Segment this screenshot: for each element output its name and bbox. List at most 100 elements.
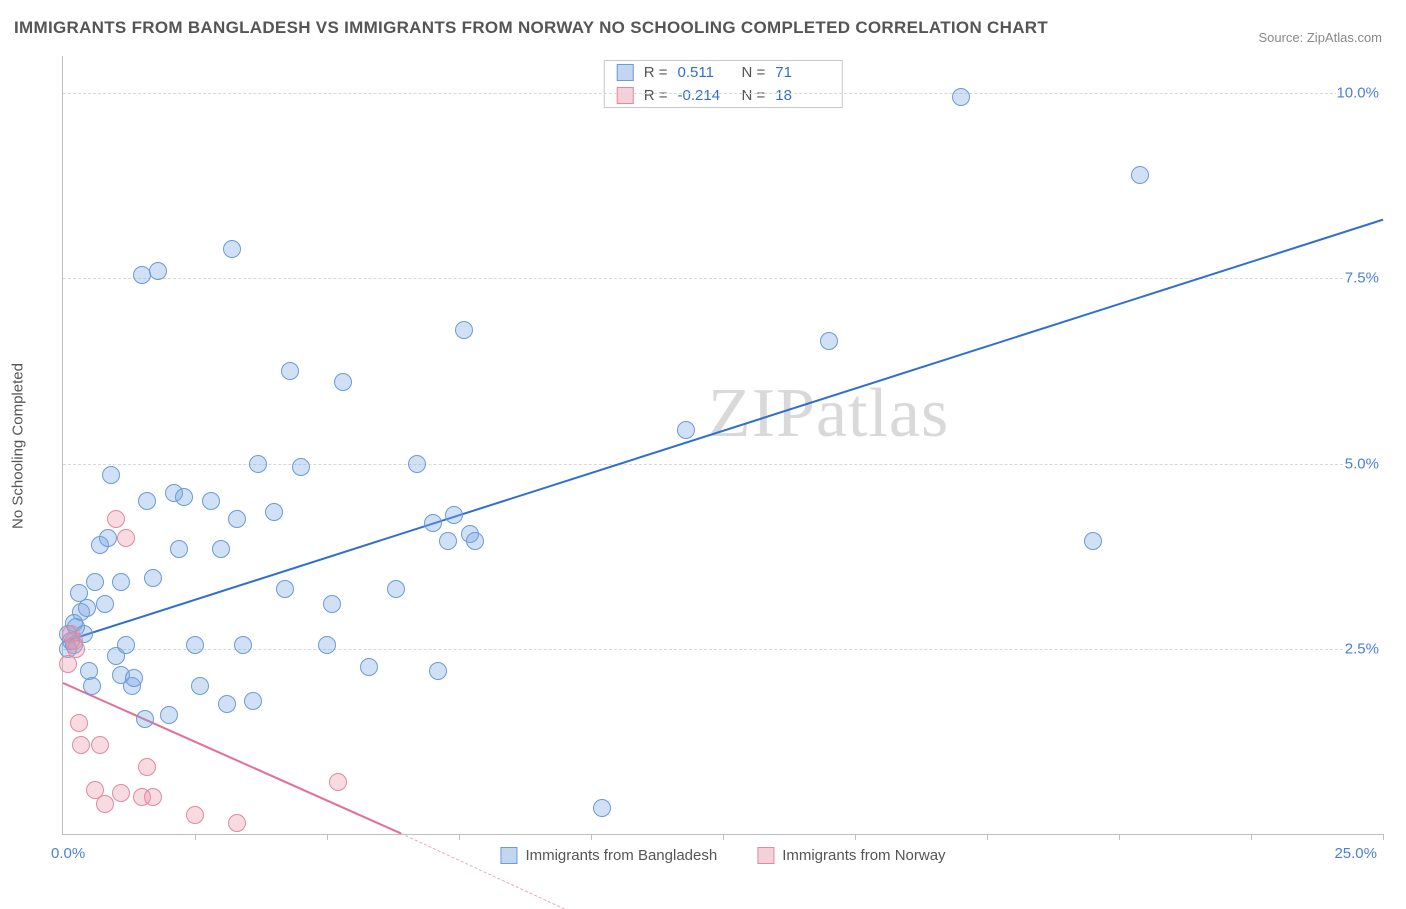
data-point — [144, 569, 162, 587]
data-point — [244, 692, 262, 710]
data-point — [677, 421, 695, 439]
data-point — [334, 373, 352, 391]
x-tick — [459, 834, 460, 840]
n-label: N = — [742, 87, 766, 104]
data-point — [191, 677, 209, 695]
gridline — [63, 649, 1383, 650]
x-tick — [327, 834, 328, 840]
swatch-icon — [617, 87, 634, 104]
data-point — [149, 262, 167, 280]
swatch-icon — [757, 847, 774, 864]
y-tick-label: 10.0% — [1336, 85, 1385, 102]
data-point — [228, 814, 246, 832]
y-tick-label: 2.5% — [1345, 640, 1385, 657]
data-point — [125, 669, 143, 687]
x-tick — [591, 834, 592, 840]
stats-box: R = 0.511 N = 71 R = -0.214 N = 18 — [604, 60, 843, 108]
legend-item-bangladesh: Immigrants from Bangladesh — [500, 847, 717, 864]
data-point — [249, 455, 267, 473]
data-point — [144, 788, 162, 806]
data-point — [1084, 532, 1102, 550]
x-min-label: 0.0% — [51, 845, 85, 862]
data-point — [455, 321, 473, 339]
data-point — [360, 658, 378, 676]
n-value: 71 — [775, 64, 829, 81]
r-value: 0.511 — [678, 64, 732, 81]
data-point — [329, 773, 347, 791]
data-point — [445, 506, 463, 524]
data-point — [323, 595, 341, 613]
legend-label: Immigrants from Bangladesh — [525, 847, 717, 864]
data-point — [117, 529, 135, 547]
stats-row-norway: R = -0.214 N = 18 — [605, 84, 842, 107]
y-axis-title: No Schooling Completed — [10, 363, 27, 529]
x-tick — [855, 834, 856, 840]
r-value: -0.214 — [678, 87, 732, 104]
r-label: R = — [644, 87, 668, 104]
x-tick — [1251, 834, 1252, 840]
watermark: ZIPatlas — [708, 374, 949, 454]
data-point — [429, 662, 447, 680]
data-point — [202, 492, 220, 510]
data-point — [424, 514, 442, 532]
data-point — [186, 636, 204, 654]
data-point — [170, 540, 188, 558]
x-tick — [987, 834, 988, 840]
data-point — [1131, 166, 1149, 184]
data-point — [387, 580, 405, 598]
data-point — [228, 510, 246, 528]
data-point — [218, 695, 236, 713]
data-point — [99, 529, 117, 547]
data-point — [820, 332, 838, 350]
data-point — [102, 466, 120, 484]
gridline — [63, 278, 1383, 279]
n-label: N = — [742, 64, 766, 81]
data-point — [186, 806, 204, 824]
data-point — [117, 636, 135, 654]
legend-item-norway: Immigrants from Norway — [757, 847, 945, 864]
trend-line — [63, 219, 1384, 643]
data-point — [112, 573, 130, 591]
plot-area: ZIPatlas R = 0.511 N = 71 R = -0.214 N =… — [62, 56, 1383, 835]
data-point — [70, 714, 88, 732]
swatch-icon — [617, 64, 634, 81]
chart-title: IMMIGRANTS FROM BANGLADESH VS IMMIGRANTS… — [14, 18, 1048, 38]
x-tick — [1119, 834, 1120, 840]
data-point — [292, 458, 310, 476]
data-point — [160, 706, 178, 724]
trend-line-dashed — [401, 833, 565, 909]
data-point — [408, 455, 426, 473]
x-max-label: 25.0% — [1334, 845, 1377, 862]
swatch-icon — [500, 847, 517, 864]
x-tick — [723, 834, 724, 840]
data-point — [96, 795, 114, 813]
data-point — [112, 784, 130, 802]
data-point — [91, 736, 109, 754]
data-point — [138, 492, 156, 510]
data-point — [265, 503, 283, 521]
data-point — [276, 580, 294, 598]
data-point — [107, 510, 125, 528]
y-tick-label: 5.0% — [1345, 455, 1385, 472]
legend-label: Immigrants from Norway — [782, 847, 945, 864]
data-point — [439, 532, 457, 550]
data-point — [212, 540, 230, 558]
data-point — [86, 573, 104, 591]
data-point — [78, 599, 96, 617]
data-point — [138, 758, 156, 776]
gridline — [63, 93, 1383, 94]
stats-row-bangladesh: R = 0.511 N = 71 — [605, 61, 842, 84]
legend: Immigrants from Bangladesh Immigrants fr… — [500, 847, 945, 864]
data-point — [952, 88, 970, 106]
x-tick — [195, 834, 196, 840]
data-point — [593, 799, 611, 817]
r-label: R = — [644, 64, 668, 81]
data-point — [223, 240, 241, 258]
data-point — [175, 488, 193, 506]
data-point — [96, 595, 114, 613]
data-point — [318, 636, 336, 654]
y-tick-label: 7.5% — [1345, 270, 1385, 287]
data-point — [281, 362, 299, 380]
data-point — [136, 710, 154, 728]
data-point — [72, 736, 90, 754]
